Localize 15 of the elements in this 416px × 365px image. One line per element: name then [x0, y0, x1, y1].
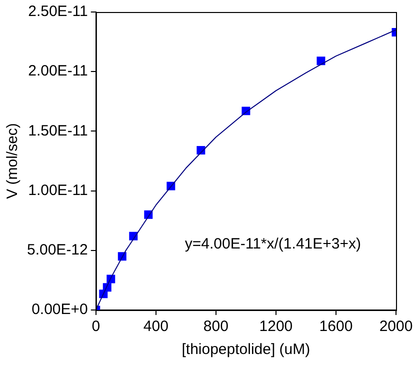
y-tick-label: 1.50E-11 [28, 122, 88, 140]
x-tick-label: 1600 [319, 318, 353, 336]
y-tick-label: 2.00E-11 [28, 62, 88, 80]
y-tick-label: 2.50E-11 [28, 3, 88, 20]
x-tick-label: 1200 [259, 318, 293, 336]
x-tick-label: 2000 [379, 318, 413, 336]
y-tick-label: 5.00E-12 [26, 242, 88, 259]
x-axis-title: [thiopeptolide] (uM) [182, 341, 310, 358]
x-tick-label: 400 [143, 318, 168, 336]
annotation: y=4.00E-11*x/(1.41E+3+x) [184, 236, 361, 253]
y-tick-label: 1.00E-11 [28, 182, 88, 199]
y-tick-label: 0.00E+0 [32, 301, 88, 318]
x-tick-label: 800 [203, 318, 228, 336]
y-axis-title: V (mol/sec) [4, 123, 22, 199]
x-tick-label: 0 [92, 318, 100, 336]
